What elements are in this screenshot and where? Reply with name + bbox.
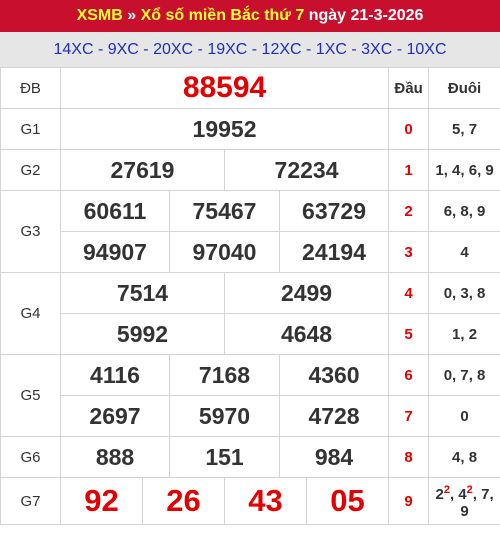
- loto-dau: 9: [388, 477, 430, 525]
- prize-g7: 26: [142, 477, 225, 525]
- prize-g6: 151: [169, 436, 280, 478]
- results-table: ĐB 88594 Đầu Đuôi G1 19952 0 5, 7 G2 276…: [0, 67, 500, 525]
- loto-duoi: 0, 7, 8: [428, 354, 500, 396]
- draw-date: ngày 21-3-2026: [308, 7, 424, 24]
- duoi-digit: 4: [458, 486, 467, 503]
- loto-duoi: 1, 2: [428, 313, 500, 355]
- label-g1: G1: [0, 108, 61, 150]
- loto-duoi: 0, 3, 8: [428, 272, 500, 314]
- row-g6: G6 888 151 984 8 4, 8: [0, 436, 500, 478]
- loto-duoi: 4: [428, 231, 500, 273]
- row-g4b: 5992 4648 5 1, 2: [1, 313, 500, 355]
- row-g3b: 94907 97040 24194 3 4: [1, 231, 500, 273]
- prize-g5: 4116: [60, 354, 170, 396]
- prize-g3: 24194: [278, 231, 390, 273]
- label-g4: G4: [0, 272, 61, 355]
- prize-g1: 19952: [59, 108, 390, 150]
- duoi-digit: 7: [481, 486, 490, 503]
- prize-g3: 97040: [169, 231, 280, 273]
- row-g4: G4 7514 2499 4 0, 3, 8: [0, 272, 500, 355]
- loto-dau: 7: [388, 395, 430, 437]
- loto-duoi: 4, 8: [428, 436, 500, 478]
- loto-duoi: 5, 7: [428, 108, 500, 150]
- label-db: ĐB: [0, 67, 61, 109]
- loto-duoi: 0: [428, 395, 500, 437]
- loto-dau: 3: [388, 231, 430, 273]
- page-header: XSMB » Xổ số miền Bắc thứ 7 ngày 21-3-20…: [0, 0, 500, 32]
- label-g2: G2: [0, 149, 61, 191]
- prize-g5: 7168: [169, 354, 280, 396]
- label-g3: G3: [0, 190, 61, 273]
- prize-g6: 888: [60, 436, 170, 478]
- prize-g4: 5992: [60, 313, 225, 355]
- prize-g5: 4360: [278, 354, 390, 396]
- duoi-count: 2: [443, 484, 450, 496]
- row-g1: G1 19952 0 5, 7: [0, 108, 500, 150]
- loto-duoi: 22, 42, 7, 9: [428, 477, 500, 525]
- prize-g4: 2499: [223, 272, 390, 314]
- prize-g6: 984: [278, 436, 390, 478]
- site-name[interactable]: XSMB: [76, 7, 123, 24]
- row-g5: G5 4116 7168 4360 6 0, 7, 8: [0, 354, 500, 437]
- prize-g7: 05: [305, 477, 390, 525]
- prize-g7: 92: [60, 477, 143, 525]
- duoi-count: 2: [466, 484, 473, 496]
- loto-header-duoi: Đuôi: [428, 67, 500, 109]
- prize-g5: 4728: [278, 395, 390, 437]
- loto-dau: 6: [388, 354, 430, 396]
- label-g6: G6: [0, 436, 61, 478]
- row-g2: G2 27619 72234 1 1, 4, 6, 9: [0, 149, 500, 191]
- loto-dau: 2: [388, 190, 430, 232]
- prize-g7: 43: [224, 477, 307, 525]
- row-g3: G3 60611 75467 63729 2 6, 8, 9: [0, 190, 500, 273]
- row-g5b: 2697 5970 4728 7 0: [1, 395, 500, 437]
- label-g7: G7: [0, 477, 61, 525]
- prize-g4: 4648: [223, 313, 390, 355]
- prize-g2: 27619: [60, 149, 225, 191]
- label-g5: G5: [0, 354, 61, 437]
- loto-dau: 8: [388, 436, 430, 478]
- loto-dau: 5: [388, 313, 430, 355]
- loto-dau: 4: [388, 272, 430, 314]
- row-g7: G7 92 26 43 05 9 22, 42, 7, 9: [0, 477, 500, 525]
- row-db: ĐB 88594 Đầu Đuôi: [0, 67, 500, 109]
- prize-g3: 60611: [60, 190, 170, 232]
- prize-db: 88594: [59, 67, 390, 109]
- ticket-codes: 14XC - 9XC - 20XC - 19XC - 12XC - 1XC - …: [0, 32, 500, 67]
- page-title[interactable]: Xổ số miền Bắc thứ 7: [140, 7, 305, 24]
- loto-dau: 0: [388, 108, 430, 150]
- loto-header-dau: Đầu: [388, 67, 430, 109]
- loto-dau: 1: [388, 149, 430, 191]
- breadcrumb-separator: »: [127, 7, 137, 24]
- prize-g5: 2697: [60, 395, 170, 437]
- duoi-digit: 9: [460, 503, 469, 520]
- loto-duoi: 1, 4, 6, 9: [428, 149, 500, 191]
- duoi-digit: 2: [435, 486, 444, 503]
- prize-g3: 75467: [169, 190, 280, 232]
- prize-g5: 5970: [169, 395, 280, 437]
- prize-g2: 72234: [223, 149, 390, 191]
- prize-g3: 63729: [278, 190, 390, 232]
- prize-g3: 94907: [60, 231, 170, 273]
- prize-g4: 7514: [60, 272, 225, 314]
- loto-duoi: 6, 8, 9: [428, 190, 500, 232]
